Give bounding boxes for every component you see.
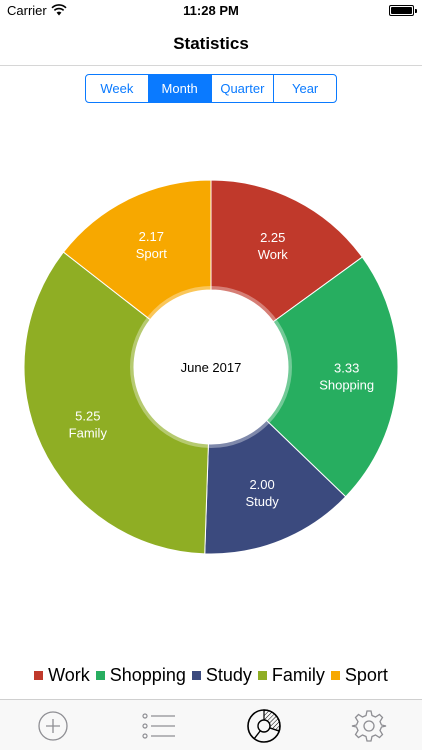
segment-week[interactable]: Week (86, 75, 149, 102)
tab-add[interactable] (35, 708, 71, 744)
legend-entry-shopping: Shopping (95, 664, 186, 686)
slice-category-study: Study (245, 494, 279, 509)
slice-label-family: 5.25 Family (69, 409, 108, 441)
legend-entry-work: Work (34, 665, 90, 686)
slice-category-family: Family (69, 426, 108, 441)
slice-category-sport: Sport (136, 246, 167, 261)
legend-entry-family: Family (257, 664, 325, 686)
donut-inner-ring (130, 286, 292, 448)
tab-statistics[interactable] (246, 708, 282, 744)
slice-sport[interactable] (62, 179, 212, 321)
segment-year[interactable]: Year (291, 81, 319, 96)
legend-label-study: Study (205, 664, 252, 685)
wifi-icon (51, 4, 67, 16)
slice-value-sport: 2.17 (139, 229, 164, 244)
page-title: Statistics (173, 34, 249, 53)
status-bar: Carrier 11:28 PM (0, 0, 422, 22)
navigation-bar: Statistics (0, 22, 422, 66)
carrier-label: Carrier (7, 3, 47, 18)
battery-icon (389, 5, 417, 16)
slice-study[interactable] (204, 419, 347, 555)
donut-center-label: June 2017 (181, 360, 242, 375)
period-segmented-control: Week Month Quarter Year (85, 74, 337, 103)
gear-icon (351, 710, 387, 742)
legend-swatch-shopping (95, 670, 105, 680)
slice-value-study: 2.00 (249, 477, 274, 492)
chart-legend: Work Shopping Study Family Sport (0, 662, 422, 688)
list-icon (142, 713, 175, 739)
donut-center (138, 294, 284, 440)
slice-label-shopping: 3.33 Shopping (319, 360, 374, 392)
legend-swatch-work (34, 670, 44, 680)
legend-label-shopping: Shopping (109, 664, 186, 685)
donut-chart-svg: 2.25 Work 3.33 Shopping 2.00 Study 5.25 Family 2… (23, 179, 399, 555)
legend-entry-study: Study (191, 664, 252, 686)
legend-entry-sport: Sport (330, 664, 388, 686)
pie-chart-icon (247, 709, 281, 743)
add-circle-icon (38, 711, 68, 741)
slice-label-work: 2.25 Work (258, 230, 289, 262)
slice-value-family: 5.25 (75, 409, 100, 424)
slice-family[interactable] (23, 251, 209, 555)
slice-work[interactable] (210, 179, 363, 323)
legend-swatch-family (257, 670, 267, 680)
segment-quarter[interactable]: Quarter (212, 75, 275, 102)
segment-month[interactable]: Month (148, 75, 212, 102)
slice-category-shopping: Shopping (319, 377, 374, 392)
tab-settings[interactable] (351, 708, 387, 744)
slice-label-sport: 2.17 Sport (136, 229, 167, 261)
slice-shopping[interactable] (265, 256, 399, 498)
legend-swatch-sport (330, 670, 340, 680)
slice-value-work: 2.25 (260, 230, 285, 245)
legend-swatch-study (191, 670, 201, 680)
slice-value-shopping: 3.33 (334, 360, 359, 375)
legend-label-sport: Sport (344, 664, 388, 685)
legend-label-work: Work (48, 664, 90, 685)
tab-list[interactable] (141, 708, 177, 744)
status-time: 11:28 PM (183, 3, 239, 18)
tab-bar (0, 699, 422, 750)
legend-label-family: Family (271, 664, 325, 685)
donut-chart: 2.25 Work 3.33 Shopping 2.00 Study 5.25 Family 2… (0, 150, 422, 580)
slice-category-work: Work (258, 247, 289, 262)
slice-label-study: 2.00 Study (245, 477, 279, 509)
